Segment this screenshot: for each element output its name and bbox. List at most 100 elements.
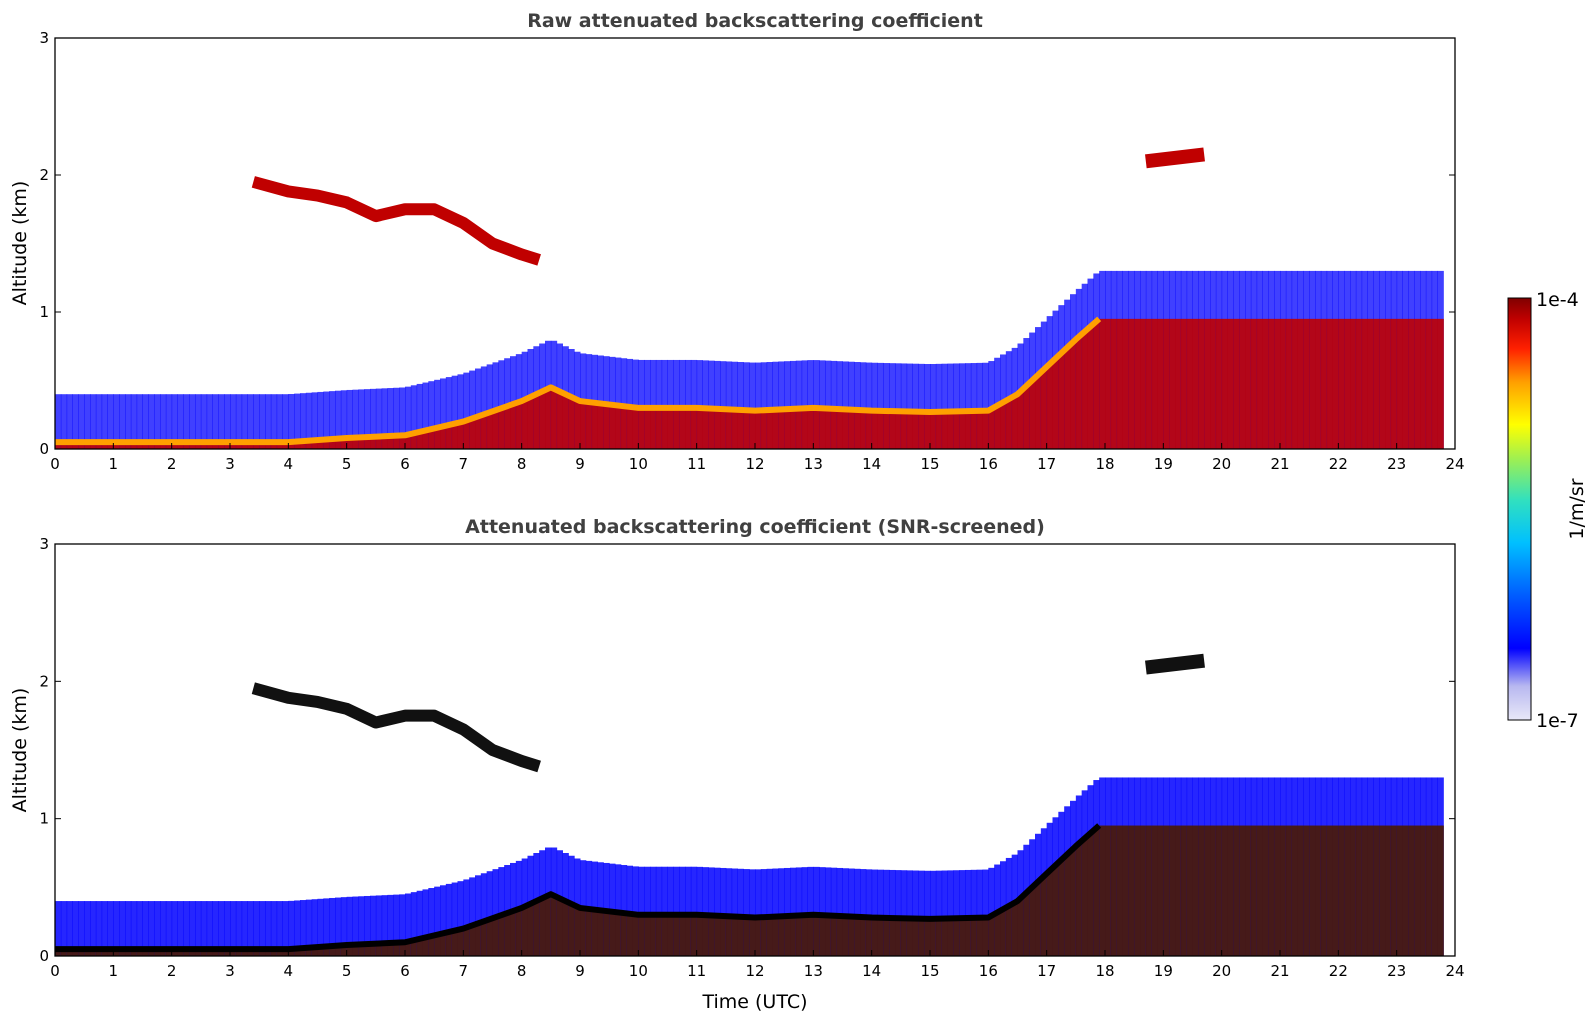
boundary-layer-cell: [877, 410, 884, 449]
boundary-layer-cell: [206, 949, 213, 956]
haze-cell: [364, 895, 371, 956]
boundary-layer-cell: [1180, 318, 1188, 449]
boundary-layer-cell: [1070, 848, 1077, 956]
haze-cell: [976, 362, 983, 449]
boundary-layer-cell: [434, 427, 441, 449]
haze-cell: [294, 393, 301, 449]
haze-cell: [84, 394, 91, 449]
boundary-layer-cell: [1029, 380, 1036, 449]
haze-cell: [469, 877, 476, 956]
haze-cell: [165, 901, 173, 956]
boundary-layer-cell: [895, 918, 902, 956]
boundary-layer-cell: [1396, 318, 1403, 449]
boundary-layer-cell: [1175, 825, 1182, 956]
boundary-layer-cell: [982, 917, 989, 956]
haze-cell: [387, 894, 394, 956]
boundary-layer-cell: [265, 949, 272, 956]
haze-cell: [755, 362, 762, 449]
boundary-layer-cell: [498, 915, 505, 956]
x-tick-label: 5: [342, 962, 352, 980]
boundary-layer-cell: [1210, 318, 1217, 449]
boundary-layer-cell: [241, 442, 248, 449]
snr-screened-panel: Attenuated backscattering coefficient (S…: [9, 516, 1465, 1013]
boundary-layer-cell: [1087, 833, 1094, 956]
haze-cell: [720, 867, 727, 956]
haze-cell: [737, 868, 744, 956]
colorbar-gradient: [1507, 297, 1532, 721]
boundary-layer-cell: [498, 408, 505, 449]
boundary-layer-cell: [1192, 318, 1199, 449]
boundary-layer-cell: [912, 411, 919, 449]
boundary-layer-cell: [72, 442, 79, 449]
boundary-layer-cell: [130, 949, 138, 956]
boundary-layer-cell: [224, 949, 231, 956]
boundary-layer-cell: [661, 407, 668, 449]
haze-cell: [965, 363, 972, 449]
boundary-layer-cell: [125, 442, 132, 449]
boundary-layer-cell: [247, 949, 254, 956]
haze-cell: [253, 901, 260, 956]
haze-cell: [813, 360, 820, 449]
haze-cell: [154, 394, 161, 449]
haze-cell: [760, 362, 768, 449]
boundary-layer-cell: [1140, 318, 1147, 449]
colorbar-min-label: 1e-7: [1536, 710, 1579, 732]
haze-cell: [790, 867, 797, 956]
boundary-layer-cell: [294, 948, 301, 956]
haze-cell: [335, 390, 342, 449]
boundary-layer-cell: [720, 916, 727, 956]
haze-cell: [935, 870, 943, 956]
haze-cell: [230, 901, 237, 956]
boundary-layer-cell: [1163, 318, 1170, 449]
upper-cloud-line: [1145, 653, 1205, 675]
haze-cell: [399, 387, 406, 449]
haze-cell: [661, 866, 668, 956]
haze-cell: [953, 870, 960, 956]
haze-cell: [690, 359, 698, 449]
boundary-layer-cell: [300, 948, 307, 956]
boundary-layer-cell: [1029, 887, 1036, 956]
x-tick-label: 3: [225, 962, 235, 980]
boundary-layer-cell: [300, 441, 307, 449]
haze-cell: [772, 868, 779, 956]
haze-cell: [743, 869, 750, 956]
haze-cell: [119, 901, 126, 956]
boundary-layer-cell: [906, 411, 913, 449]
haze-cell: [259, 394, 266, 449]
boundary-layer-cell: [1040, 369, 1048, 449]
boundary-layer-cell: [84, 949, 91, 956]
haze-cell: [224, 901, 231, 956]
haze-cell: [428, 381, 435, 449]
boundary-layer-cell: [1198, 318, 1205, 449]
boundary-layer-cell: [1198, 825, 1205, 956]
haze-cell: [247, 394, 254, 449]
boundary-layer-cell: [1425, 825, 1433, 956]
haze-cell: [323, 898, 330, 956]
x-tick-label: 4: [284, 962, 294, 980]
boundary-layer-cell: [1291, 825, 1298, 956]
haze-cell: [842, 868, 849, 956]
haze-cell: [200, 901, 208, 956]
boundary-layer-cell: [1005, 906, 1013, 956]
boundary-layer-cell: [329, 439, 336, 449]
haze-cell: [375, 895, 383, 956]
haze-cell: [206, 394, 213, 449]
haze-cell: [638, 359, 645, 449]
haze-cell: [66, 394, 73, 449]
boundary-layer-cell: [1058, 859, 1065, 956]
x-tick-label: 20: [1212, 962, 1231, 980]
boundary-layer-cell: [154, 949, 161, 956]
boundary-layer-cell: [276, 949, 283, 956]
boundary-layer-cell: [1145, 318, 1153, 449]
boundary-layer-cell: [1355, 825, 1363, 956]
haze-cell: [883, 869, 890, 956]
boundary-layer-cell: [317, 946, 324, 956]
boundary-layer-cell: [311, 440, 318, 449]
haze-cell: [416, 890, 423, 956]
haze-cell: [405, 893, 412, 956]
boundary-layer-cell: [1064, 347, 1071, 449]
boundary-layer-cell: [1320, 318, 1328, 449]
haze-cell: [387, 388, 394, 449]
haze-cell: [370, 895, 377, 956]
x-tick-label: 1: [109, 455, 119, 473]
